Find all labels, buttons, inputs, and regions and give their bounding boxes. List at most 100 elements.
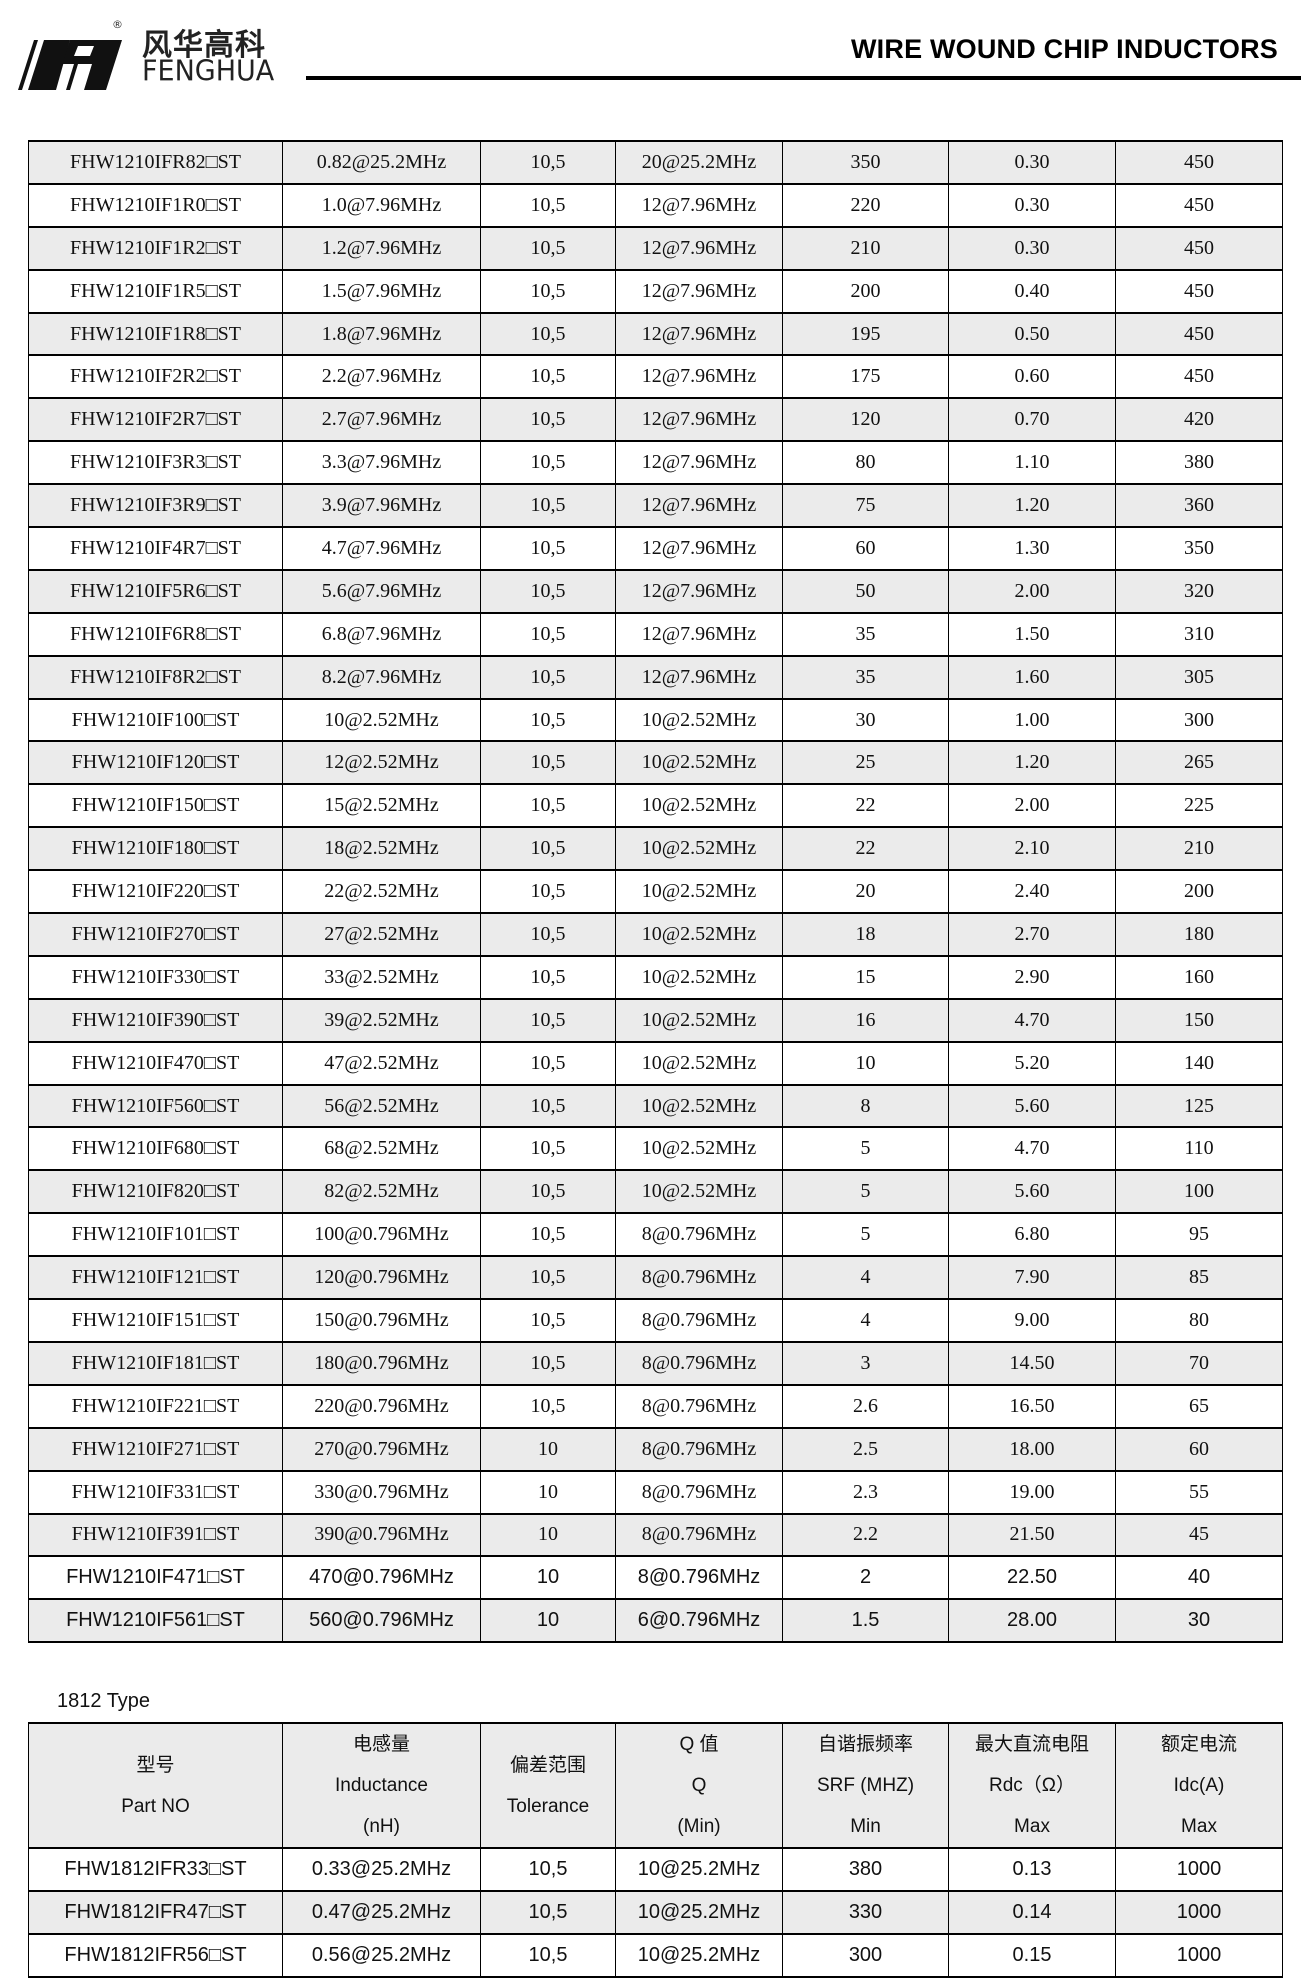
- cell-idc-max: 225: [1115, 783, 1283, 829]
- cell-rdc-max: 0.30: [948, 225, 1116, 271]
- cell-tolerance: 10,5: [480, 526, 616, 571]
- cell-srf-min: 5: [782, 1169, 949, 1215]
- cell-q-min: 8@0.796MHz: [615, 1255, 783, 1301]
- table-row: FHW1210IF2R2□ST 2.2@7.96MHz 10,5 12@7.96MHz…: [28, 354, 1283, 400]
- table-row: FHW1812IFR56□ST 0.56@25.2MHz 10,5 10@25.2MH…: [28, 1933, 1283, 1978]
- header-line: 电感量: [352, 1734, 410, 1755]
- cell-rdc-max: 1.30: [948, 526, 1116, 571]
- cell-idc-max: 380: [1115, 440, 1283, 486]
- cell-tolerance: 10: [480, 1512, 616, 1558]
- cell-rdc-max: 1.60: [948, 654, 1116, 700]
- cell-inductance: 4.7@7.96MHz: [282, 526, 481, 571]
- cell-rdc-max: 18.00: [948, 1426, 1116, 1472]
- cell-part-no: FHW1210IF3R9□ST: [28, 483, 283, 529]
- cell-part-no: FHW1210IF270□ST: [28, 912, 283, 957]
- cell-srf-min: 3: [782, 1340, 949, 1386]
- cell-srf-min: 15: [782, 954, 949, 1000]
- cell-rdc-max: 1.20: [948, 483, 1116, 529]
- cell-tolerance: 10: [480, 1426, 616, 1472]
- cell-srf-min: 380: [782, 1847, 949, 1892]
- cell-part-no: FHW1210IF1R2□ST: [28, 225, 283, 271]
- table-row: FHW1210IF151□ST 150@0.796MHz 10,5 8@0.796MH…: [28, 1298, 1283, 1343]
- cell-q-min: 10@2.52MHz: [615, 912, 783, 957]
- header-line: (nH): [363, 1816, 400, 1837]
- cell-q-min: 10@2.52MHz: [615, 826, 783, 872]
- cell-idc-max: 55: [1115, 1469, 1283, 1515]
- cell-rdc-max: 0.13: [948, 1847, 1116, 1892]
- cell-tolerance: 10,5: [480, 440, 616, 486]
- cell-rdc-max: 16.50: [948, 1383, 1116, 1429]
- cell-part-no: FHW1210IF391□ST: [28, 1512, 283, 1558]
- cell-part-no: FHW1210IF680□ST: [28, 1126, 283, 1172]
- cell-srf-min: 30: [782, 697, 949, 743]
- table-row: FHW1812IFR47□ST 0.47@25.2MHz 10,5 10@25.2MH…: [28, 1890, 1283, 1935]
- cell-inductance: 82@2.52MHz: [282, 1169, 481, 1215]
- cell-part-no: FHW1210IF1R8□ST: [28, 311, 283, 357]
- cell-tolerance: 10,5: [480, 182, 616, 228]
- table-row: FHW1210IF8R2□ST 8.2@7.96MHz 10,5 12@7.96MHz…: [28, 654, 1283, 700]
- header-line: Q 值: [679, 1734, 719, 1755]
- cell-tolerance: 10,5: [480, 225, 616, 271]
- cell-tolerance: 10: [480, 1469, 616, 1515]
- cell-srf-min: 210: [782, 225, 949, 271]
- cell-srf-min: 200: [782, 268, 949, 314]
- cell-q-min: 8@0.796MHz: [615, 1383, 783, 1429]
- cell-part-no: FHW1210IF330□ST: [28, 954, 283, 1000]
- cell-inductance: 1.8@7.96MHz: [282, 311, 481, 357]
- cell-part-no: FHW1210IF2R2□ST: [28, 354, 283, 400]
- cell-tolerance: 10,5: [480, 1040, 616, 1086]
- cell-q-min: 8@0.796MHz: [615, 1555, 783, 1601]
- cell-rdc-max: 9.00: [948, 1298, 1116, 1343]
- header-tolerance: 偏差范围 Tolerance: [480, 1722, 616, 1849]
- table-row: FHW1210IF1R5□ST 1.5@7.96MHz 10,5 12@7.96MHz…: [28, 268, 1283, 314]
- table-row: FHW1210IF121□ST 120@0.796MHz 10,5 8@0.796MH…: [28, 1255, 1283, 1301]
- table-row: FHW1210IF471□ST 470@0.796MHz 10 8@0.796MHz 2…: [28, 1555, 1283, 1601]
- cell-inductance: 68@2.52MHz: [282, 1126, 481, 1172]
- cell-srf-min: 8: [782, 1083, 949, 1129]
- header-line: Max: [1014, 1816, 1050, 1837]
- cell-q-min: 10@2.52MHz: [615, 954, 783, 1000]
- cell-q-min: 8@0.796MHz: [615, 1512, 783, 1558]
- cell-tolerance: 10,5: [480, 1169, 616, 1215]
- table-row: FHW1210IF221□ST 220@0.796MHz 10,5 8@0.796MH…: [28, 1383, 1283, 1429]
- cell-rdc-max: 5.60: [948, 1169, 1116, 1215]
- header-line: Min: [850, 1816, 881, 1837]
- cell-srf-min: 175: [782, 354, 949, 400]
- header-line: 偏差范围: [509, 1754, 586, 1776]
- cell-q-min: 8@0.796MHz: [615, 1426, 783, 1472]
- cell-srf-min: 120: [782, 397, 949, 443]
- cell-q-min: 12@7.96MHz: [615, 526, 783, 571]
- cell-part-no: FHW1210IF3R3□ST: [28, 440, 283, 486]
- cell-tolerance: 10,5: [480, 697, 616, 743]
- cell-q-min: 12@7.96MHz: [615, 311, 783, 357]
- cell-q-min: 10@2.52MHz: [615, 997, 783, 1043]
- cell-rdc-max: 14.50: [948, 1340, 1116, 1386]
- cell-part-no: FHW1210IF271□ST: [28, 1426, 283, 1472]
- cell-tolerance: 10,5: [480, 826, 616, 872]
- cell-inductance: 1.5@7.96MHz: [282, 268, 481, 314]
- table-header-row: 型号 Part NO 电感量 Inductance (nH) 偏差范围 Tolerance Q…: [28, 1722, 1283, 1849]
- spec-table-1812: 型号 Part NO 电感量 Inductance (nH) 偏差范围 Tolerance Q…: [28, 1722, 1283, 1978]
- header-line: Tolerance: [506, 1795, 590, 1817]
- cell-rdc-max: 2.00: [948, 783, 1116, 829]
- cell-idc-max: 360: [1115, 483, 1283, 529]
- cell-idc-max: 80: [1115, 1298, 1283, 1343]
- cell-idc-max: 140: [1115, 1040, 1283, 1086]
- cell-part-no: FHW1210IF180□ST: [28, 826, 283, 872]
- cell-q-min: 8@0.796MHz: [615, 1212, 783, 1258]
- cell-idc-max: 450: [1115, 311, 1283, 357]
- table-row: FHW1210IF270□ST 27@2.52MHz 10,5 10@2.52MHz 1…: [28, 912, 1283, 957]
- cell-q-min: 10@2.52MHz: [615, 783, 783, 829]
- cell-q-min: 10@25.2MHz: [615, 1847, 783, 1892]
- cell-rdc-max: 2.40: [948, 869, 1116, 915]
- registered-mark: ®: [112, 18, 123, 31]
- cell-rdc-max: 0.70: [948, 397, 1116, 443]
- cell-srf-min: 20: [782, 869, 949, 915]
- cell-srf-min: 350: [782, 140, 949, 185]
- cell-q-min: 12@7.96MHz: [615, 440, 783, 486]
- cell-part-no: FHW1210IF820□ST: [28, 1169, 283, 1215]
- cell-part-no: FHW1210IF471□ST: [28, 1555, 283, 1601]
- cell-part-no: FHW1210IF6R8□ST: [28, 611, 283, 657]
- table-row: FHW1210IF101□ST 100@0.796MHz 10,5 8@0.796MH…: [28, 1212, 1283, 1258]
- cell-tolerance: 10,5: [480, 611, 616, 657]
